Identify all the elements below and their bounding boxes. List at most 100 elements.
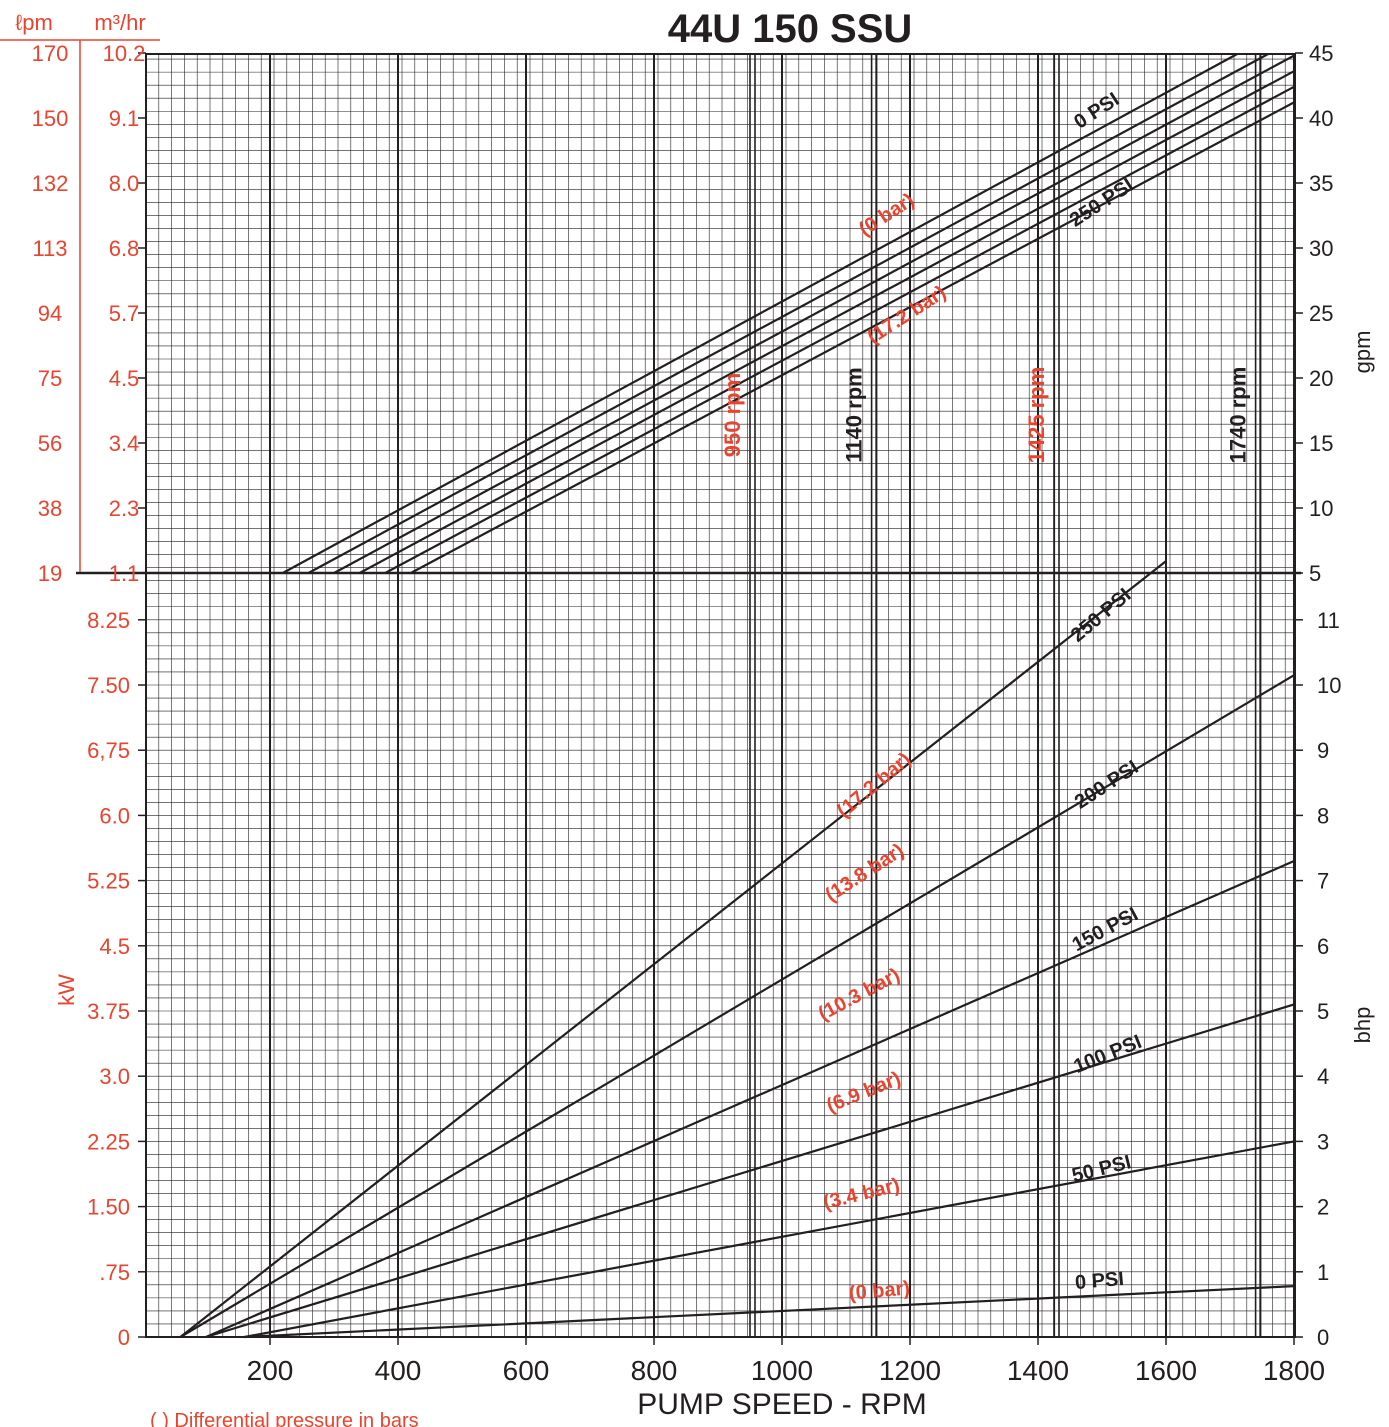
flow-curve-label: 0 PSI xyxy=(1070,88,1123,133)
lpm-tick-label: 170 xyxy=(32,41,69,66)
flow-series-line xyxy=(282,53,1238,574)
m3hr-tick-label: 5.7 xyxy=(109,301,140,326)
kw-tick-label: 0 xyxy=(118,1325,130,1350)
kw-tick-label: 4.5 xyxy=(99,934,130,959)
power-series-line xyxy=(205,860,1295,1339)
flow-series-line xyxy=(359,70,1295,574)
m3hr-tick-label: 1.1 xyxy=(109,561,140,586)
chart-marks xyxy=(179,53,1295,1339)
flow-series-line xyxy=(410,101,1295,574)
power-curve-label: 0 PSI xyxy=(1074,1268,1125,1294)
x-axis-title: PUMP SPEED - RPM xyxy=(637,1388,927,1421)
x-tick-label: 800 xyxy=(631,1355,678,1386)
gpm-tick-label: 40 xyxy=(1309,106,1333,131)
bhp-tick-label: 0 xyxy=(1317,1325,1329,1350)
plot-frame xyxy=(145,53,1296,1338)
x-tick-label: 400 xyxy=(375,1355,422,1386)
kw-tick-label: 1.50 xyxy=(87,1195,130,1220)
x-tick-label: 1400 xyxy=(1007,1355,1069,1386)
speed-marker-label: 1140 rpm xyxy=(842,367,867,462)
power-curve-label: 50 PSI xyxy=(1070,1151,1134,1187)
m3hr-tick-label: 3.4 xyxy=(109,431,140,456)
gpm-tick-label: 5 xyxy=(1309,561,1321,586)
lpm-tick-label: 38 xyxy=(38,496,62,521)
kw-tick-label: 6.0 xyxy=(99,803,130,828)
x-tick-label: 600 xyxy=(503,1355,550,1386)
chart-labels: 950 rpm 1140 rpm 1425 rpm 1740 rpm510152025… xyxy=(32,41,1342,1386)
m3hr-tick-label: 2.3 xyxy=(109,496,140,521)
bhp-tick-label: 11 xyxy=(1317,608,1340,633)
power-curve-label: 100 PSI xyxy=(1071,1031,1145,1078)
x-tick-label: 200 xyxy=(247,1355,294,1386)
lpm-tick-label: 132 xyxy=(32,171,69,196)
kw-tick-label: 3.0 xyxy=(99,1064,130,1089)
power-curve-label: 150 PSI xyxy=(1069,903,1142,956)
lpm-tick-label: 150 xyxy=(32,106,69,131)
lpm-unit-label: ℓpm xyxy=(15,10,53,35)
bhp-tick-label: 6 xyxy=(1317,934,1329,959)
kw-tick-label: 6,75 xyxy=(87,738,130,763)
m3hr-unit-label: m³/hr xyxy=(94,10,145,35)
kw-axis-title: kW xyxy=(54,974,79,1006)
power-series-line xyxy=(179,674,1295,1338)
bhp-tick-label: 9 xyxy=(1317,738,1329,763)
lpm-tick-label: 94 xyxy=(38,301,62,326)
speed-marker-label: 1425 rpm xyxy=(1024,367,1049,464)
kw-tick-label: .75 xyxy=(99,1260,130,1285)
gpm-tick-label: 45 xyxy=(1309,41,1333,66)
bhp-tick-label: 4 xyxy=(1317,1064,1329,1089)
power-curve-label: (0 bar) xyxy=(848,1277,911,1304)
bhp-tick-label: 10 xyxy=(1317,673,1341,698)
kw-tick-label: 7.50 xyxy=(87,673,130,698)
m3hr-tick-label: 9.1 xyxy=(109,106,140,131)
kw-tick-label: 3.75 xyxy=(87,999,130,1024)
m3hr-tick-label: 8.0 xyxy=(109,171,140,196)
power-curve-label: (17.2 bar) xyxy=(833,748,915,822)
gpm-tick-label: 35 xyxy=(1309,171,1333,196)
speed-marker-label: 950 rpm xyxy=(720,373,745,457)
gpm-axis-title: gpm xyxy=(1350,331,1375,374)
power-curve-label: (10.3 bar) xyxy=(815,964,904,1025)
speed-marker-label: 1740 rpm xyxy=(1226,367,1251,464)
power-curve-label: (3.4 bar) xyxy=(821,1174,902,1214)
gpm-tick-label: 25 xyxy=(1309,301,1333,326)
lpm-tick-label: 56 xyxy=(38,431,62,456)
gpm-tick-label: 15 xyxy=(1309,431,1333,456)
m3hr-tick-label: 4.5 xyxy=(109,366,140,391)
m3hr-tick-label: 6.8 xyxy=(109,236,140,261)
x-tick-label: 1200 xyxy=(879,1355,941,1386)
power-curve-label: (6.9 bar) xyxy=(824,1068,904,1118)
power-series-line xyxy=(205,1003,1295,1339)
power-series-line xyxy=(244,1140,1295,1339)
bhp-tick-label: 2 xyxy=(1317,1195,1329,1220)
lpm-tick-label: 75 xyxy=(38,366,62,391)
gpm-tick-label: 30 xyxy=(1309,236,1333,261)
bhp-axis-title: bhp xyxy=(1350,1007,1375,1044)
gpm-tick-label: 10 xyxy=(1309,496,1333,521)
x-tick-label: 1600 xyxy=(1135,1355,1197,1386)
kw-tick-label: 2.25 xyxy=(87,1129,130,1154)
m3hr-tick-label: 10.2 xyxy=(103,41,146,66)
flow-series-line xyxy=(333,54,1295,574)
flow-series-line xyxy=(384,85,1295,574)
bhp-tick-label: 3 xyxy=(1317,1129,1329,1154)
lpm-tick-label: 113 xyxy=(32,236,67,261)
bhp-tick-label: 5 xyxy=(1317,999,1329,1024)
x-tick-label: 1800 xyxy=(1263,1355,1325,1386)
power-series-line xyxy=(179,560,1167,1338)
chart-grid xyxy=(0,39,1303,1345)
bhp-tick-label: 8 xyxy=(1317,803,1329,828)
footnote: ( ) Differential pressure in bars xyxy=(150,1410,419,1427)
bhp-tick-label: 1 xyxy=(1317,1260,1329,1285)
kw-tick-label: 8.25 xyxy=(87,608,130,633)
power-curve-label: (13.8 bar) xyxy=(821,840,908,907)
power-series-line xyxy=(244,1285,1295,1339)
bhp-tick-label: 7 xyxy=(1317,869,1329,894)
flow-series-line xyxy=(307,53,1269,574)
kw-tick-label: 5.25 xyxy=(87,869,130,894)
lpm-tick-label: 19 xyxy=(38,561,62,586)
x-tick-label: 1000 xyxy=(751,1355,813,1386)
gpm-tick-label: 20 xyxy=(1309,366,1333,391)
chart-title: 44U 150 SSU xyxy=(668,7,913,51)
